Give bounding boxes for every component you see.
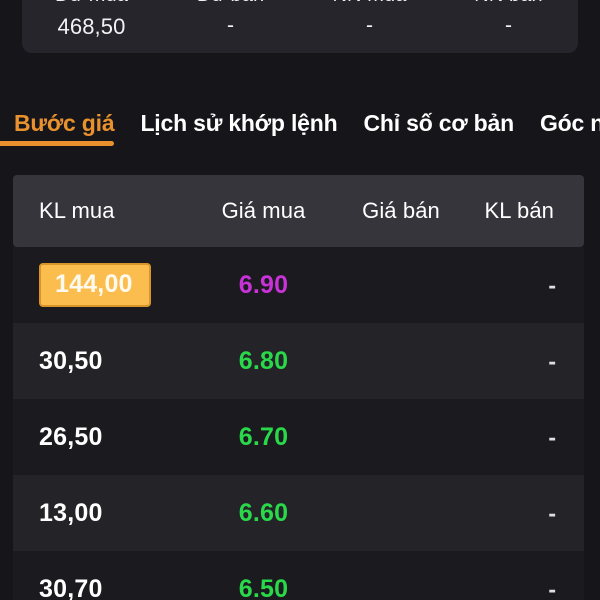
summary-value-du-mua: 468,50 xyxy=(57,14,126,39)
kl-mua-value: 13,00 xyxy=(39,498,103,527)
gia-mua-value: 6.50 xyxy=(238,574,289,600)
cell-kl-mua: 30,70 xyxy=(13,575,191,600)
kl-ban-value: - xyxy=(548,423,556,450)
kl-mua-value: 26,50 xyxy=(39,422,103,451)
summary-header-nn-mua: NN mua xyxy=(300,0,439,7)
tab-chi-so-co-ban-label: Chỉ số cơ bản xyxy=(363,109,514,136)
column-header-gia-ban: Giá bán xyxy=(362,198,440,223)
cell-kl-mua: 26,50 xyxy=(13,423,191,452)
tab-chi-so-co-ban[interactable]: Chỉ số cơ bản xyxy=(337,96,514,150)
summary-card: Dư mua Dư bán NN mua NN bán 468,50 - - - xyxy=(22,0,578,53)
kl-ban-value: - xyxy=(548,499,556,526)
gia-mua-value: 6.80 xyxy=(238,346,289,375)
kl-ban-value: - xyxy=(548,271,556,298)
kl-mua-value: 30,50 xyxy=(39,346,103,375)
summary-header-du-mua: Dư mua xyxy=(22,0,161,7)
table-row[interactable]: 30,70 6.50 - xyxy=(13,551,584,600)
tab-bar: Bước giá Lịch sử khớp lệnh Chỉ số cơ bản… xyxy=(0,96,600,150)
cell-kl-mua: 13,00 xyxy=(13,499,191,528)
cell-gia-mua: 6.80 xyxy=(191,347,336,376)
summary-value-nn-mua: - xyxy=(365,14,374,37)
summary-header-du-ban: Dư bán xyxy=(161,0,300,7)
column-header-kl-mua: KL mua xyxy=(39,198,115,223)
cell-kl-ban: - xyxy=(466,424,584,451)
cell-gia-mua: 6.70 xyxy=(191,423,336,452)
cell-kl-ban: - xyxy=(466,500,584,527)
summary-value-du-ban: - xyxy=(226,14,235,37)
column-header-gia-mua: Giá mua xyxy=(221,198,306,223)
gia-mua-value: 6.90 xyxy=(238,270,289,299)
table-row[interactable]: 144,00 6.90 - xyxy=(13,247,584,323)
summary-value-row: 468,50 - - - xyxy=(22,14,578,40)
kl-ban-value: - xyxy=(548,575,556,600)
tab-buoc-gia[interactable]: Bước giá xyxy=(0,96,115,150)
gia-mua-value: 6.60 xyxy=(238,498,289,527)
tab-goc-nhin[interactable]: Góc n xyxy=(514,96,600,150)
cell-gia-mua: 6.50 xyxy=(191,575,336,600)
tab-lich-su-khop-lenh-label: Lịch sử khớp lệnh xyxy=(140,109,338,136)
price-depth-table: KL mua Giá mua Giá bán KL bán 144,00 6.9… xyxy=(13,175,584,600)
column-header-kl-ban: KL bán xyxy=(484,198,554,223)
kl-ban-value: - xyxy=(548,347,556,374)
tab-goc-nhin-label: Góc n xyxy=(539,109,600,136)
summary-header-nn-ban: NN bán xyxy=(439,0,578,7)
table-header-row: KL mua Giá mua Giá bán KL bán xyxy=(13,175,584,247)
cell-kl-ban: - xyxy=(466,272,584,299)
cell-gia-mua: 6.90 xyxy=(191,271,336,300)
gia-mua-value: 6.70 xyxy=(238,422,289,451)
table-row[interactable]: 30,50 6.80 - xyxy=(13,323,584,399)
table-row[interactable]: 13,00 6.60 - xyxy=(13,475,584,551)
summary-header-row: Dư mua Dư bán NN mua NN bán xyxy=(22,0,578,7)
cell-kl-ban: - xyxy=(466,576,584,600)
tab-buoc-gia-label: Bước giá xyxy=(14,109,115,136)
kl-mua-value: 30,70 xyxy=(39,574,103,600)
cell-gia-mua: 6.60 xyxy=(191,499,336,528)
table-row[interactable]: 26,50 6.70 - xyxy=(13,399,584,475)
cell-kl-ban: - xyxy=(466,348,584,375)
kl-mua-value: 144,00 xyxy=(39,263,151,307)
summary-value-nn-ban: - xyxy=(504,14,513,37)
cell-kl-mua: 30,50 xyxy=(13,347,191,376)
tab-lich-su-khop-lenh[interactable]: Lịch sử khớp lệnh xyxy=(114,96,337,150)
cell-kl-mua: 144,00 xyxy=(13,263,191,307)
